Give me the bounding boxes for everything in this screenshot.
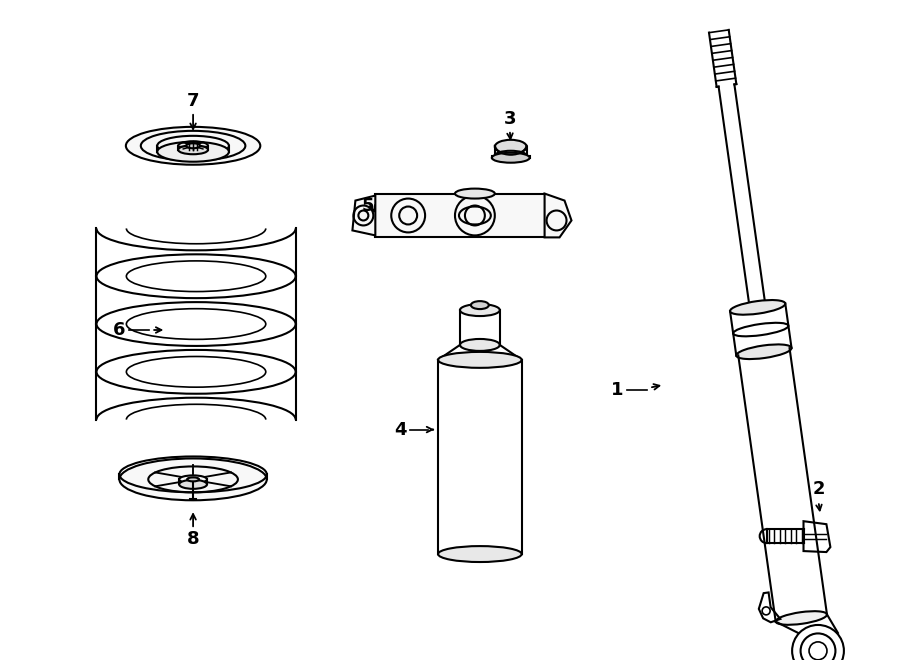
Polygon shape	[353, 196, 375, 235]
Ellipse shape	[438, 546, 522, 562]
Text: 2: 2	[812, 481, 824, 498]
Ellipse shape	[495, 140, 526, 154]
Ellipse shape	[460, 304, 500, 316]
Polygon shape	[544, 194, 572, 237]
Text: 1: 1	[611, 381, 624, 399]
Ellipse shape	[471, 301, 489, 309]
Ellipse shape	[120, 459, 266, 500]
Text: 4: 4	[394, 420, 407, 439]
Ellipse shape	[736, 344, 791, 359]
Ellipse shape	[186, 143, 200, 148]
Ellipse shape	[158, 142, 229, 162]
Text: 6: 6	[113, 321, 126, 339]
Bar	[375, 194, 544, 237]
Text: 7: 7	[187, 92, 199, 110]
Text: 8: 8	[187, 530, 200, 548]
Ellipse shape	[495, 151, 526, 161]
Ellipse shape	[455, 188, 495, 198]
Ellipse shape	[491, 153, 530, 163]
Ellipse shape	[730, 300, 786, 315]
Ellipse shape	[179, 480, 207, 489]
Ellipse shape	[126, 127, 260, 165]
Ellipse shape	[460, 339, 500, 351]
Ellipse shape	[438, 352, 522, 368]
Text: 3: 3	[503, 110, 516, 128]
Ellipse shape	[187, 477, 199, 481]
Ellipse shape	[178, 145, 208, 154]
Text: 5: 5	[362, 196, 374, 215]
Ellipse shape	[776, 611, 827, 625]
